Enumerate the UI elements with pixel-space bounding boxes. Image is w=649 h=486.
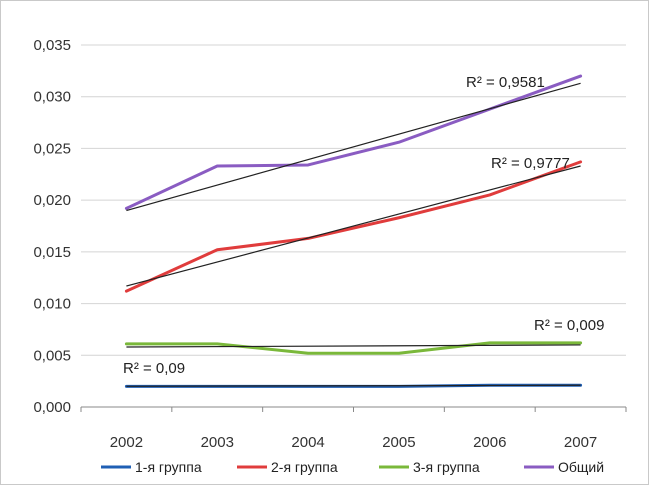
trendline-2 <box>126 344 581 348</box>
legend-label: Общий <box>558 459 604 475</box>
legend-label: 1-я группа <box>135 459 202 475</box>
x-axis-ticks: 2002 2003 2004 2005 2006 2007 <box>80 407 627 451</box>
y-tick-label: 0,010 <box>33 296 71 313</box>
series-line-2 <box>124 341 583 355</box>
y-tick-label: 0,035 <box>33 37 71 54</box>
trendline-0 <box>126 384 581 387</box>
r-squared-label: R² = 0,9777 <box>491 155 570 172</box>
x-tick-label: 2007 <box>564 434 597 451</box>
y-axis-ticks: 0,000 0,005 0,010 0,015 0,020 0,025 0,030 0,035 <box>33 37 71 416</box>
r-squared-labels: R² = 0,09 R² = 0,9777 R² = 0,009 R² = 0,958… <box>123 74 604 377</box>
trendline-3 <box>126 82 581 212</box>
x-tick-label: 2004 <box>291 434 324 451</box>
x-tick-label: 2006 <box>473 434 506 451</box>
y-tick-label: 0,015 <box>33 244 71 261</box>
grid-lines <box>81 44 626 408</box>
trendlines <box>126 82 581 387</box>
y-tick-label: 0,000 <box>33 399 71 416</box>
x-tick-label: 2005 <box>382 434 415 451</box>
r-squared-label: R² = 0,09 <box>123 360 185 377</box>
y-tick-label: 0,030 <box>33 89 71 106</box>
y-tick-label: 0,025 <box>33 140 71 157</box>
r-squared-label: R² = 0,009 <box>534 317 604 334</box>
x-tick-label: 2003 <box>201 434 234 451</box>
y-tick-label: 0,005 <box>33 347 71 364</box>
legend-label: 2-я группа <box>271 459 338 475</box>
trendline-1 <box>126 165 581 287</box>
legend-label: 3-я группа <box>413 459 480 475</box>
series-lines <box>124 74 583 388</box>
series-line-1 <box>124 160 583 293</box>
x-tick-label: 2002 <box>110 434 143 451</box>
y-tick-label: 0,020 <box>33 192 71 209</box>
series-line-3 <box>124 74 583 210</box>
legend: 1-я группа 2-я группа 3-я группа Общий <box>101 459 604 475</box>
r-squared-label: R² = 0,9581 <box>466 74 545 91</box>
